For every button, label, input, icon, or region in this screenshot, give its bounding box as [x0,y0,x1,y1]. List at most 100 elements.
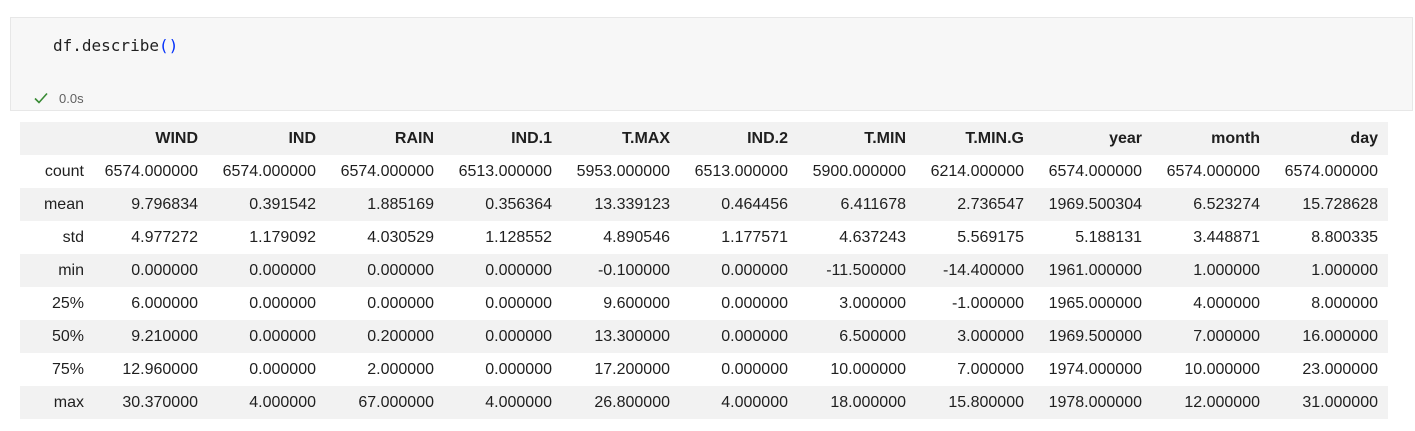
table-cell: 13.300000 [594,327,670,345]
table-cell: 0.000000 [485,261,552,279]
column-header: month [1211,129,1260,147]
column-header: RAIN [394,129,434,147]
code-cell[interactable]: df.describe() 0.0s [10,17,1413,111]
table-cell: 10.000000 [1184,360,1260,378]
table-row: 75% 12.960000 0.000000 2.000000 0.000000 17.2… [20,353,1388,386]
column-header: IND.2 [747,129,788,147]
table-cell: 4.030529 [367,228,434,246]
table-cell: 0.391542 [249,195,316,213]
table-cell: 7.000000 [1193,327,1260,345]
table-cell: 0.000000 [721,360,788,378]
table-cell: 6.523274 [1193,195,1260,213]
table-row: mean 9.796834 0.391542 1.885169 0.356364 13.3… [20,188,1388,221]
code-paren: () [158,36,179,55]
table-cell: 0.000000 [485,294,552,312]
column-header: day [1350,129,1378,147]
check-icon [34,92,48,104]
table-cell: -1.000000 [951,294,1024,312]
table-cell: 1.885169 [367,195,434,213]
header-index-corner [20,122,90,155]
table-cell: 2.736547 [957,195,1024,213]
table-cell: 1.000000 [1311,261,1378,279]
table-cell: 13.339123 [594,195,670,213]
column-header: IND.1 [511,129,552,147]
table-cell: 17.200000 [594,360,670,378]
table-cell: 3.000000 [839,294,906,312]
table-cell: 6513.000000 [694,162,788,180]
table-row: max 30.370000 4.000000 67.000000 4.000000 26.… [20,386,1388,419]
table-cell: 0.000000 [367,294,434,312]
table-cell: 16.000000 [1302,327,1378,345]
table-row: min 0.000000 0.000000 0.000000 0.000000 -0.10… [20,254,1388,287]
table-cell: -14.400000 [943,261,1024,279]
table-row: 25% 6.000000 0.000000 0.000000 0.000000 9.600… [20,287,1388,320]
table-cell: 5.188131 [1075,228,1142,246]
code-text: df.describe [53,36,159,55]
column-header: T.MAX [622,129,670,147]
table-cell: 1.128552 [485,228,552,246]
table-cell: 8.800335 [1311,228,1378,246]
row-index-label: 75% [51,360,84,378]
column-header: T.MIN [864,129,906,147]
table-cell: 0.356364 [485,195,552,213]
table-header: WIND IND RAIN IND.1 T.MAX IND.2 T.MIN T.MIN.G ye… [20,122,1388,155]
column-header: WIND [155,129,198,147]
table-cell: 5953.000000 [576,162,670,180]
row-index-label: max [53,393,84,411]
table-cell: 0.200000 [367,327,434,345]
column-header: year [1109,129,1142,147]
table-cell: 1965.000000 [1048,294,1142,312]
table-cell: 0.000000 [249,261,316,279]
table-cell: 0.000000 [249,327,316,345]
table-cell: 6574.000000 [222,162,316,180]
table-cell: 6574.000000 [1166,162,1260,180]
table-cell: -0.100000 [597,261,670,279]
table-cell: 6574.000000 [1284,162,1378,180]
table-cell: 1969.500304 [1048,195,1142,213]
code-editor[interactable]: df.describe() [53,36,178,55]
table-cell: 4.890546 [603,228,670,246]
column-header: IND [288,129,316,147]
table-row: std 4.977272 1.179092 4.030529 1.128552 4.890… [20,221,1388,254]
table-cell: 23.000000 [1302,360,1378,378]
table-cell: 67.000000 [358,393,434,411]
row-index-label: count [44,162,84,180]
table-cell: 3.000000 [957,327,1024,345]
table-cell: 26.800000 [594,393,670,411]
table-cell: 0.000000 [131,261,198,279]
table-cell: 6513.000000 [458,162,552,180]
table-cell: 10.000000 [830,360,906,378]
table-cell: 6.500000 [839,327,906,345]
table-cell: 31.000000 [1302,393,1378,411]
table-cell: 6214.000000 [930,162,1024,180]
table-cell: 1974.000000 [1048,360,1142,378]
table-cell: 6.000000 [131,294,198,312]
row-index-label: mean [43,195,84,213]
table-cell: 9.600000 [603,294,670,312]
row-index-label: 25% [51,294,84,312]
table-cell: 1978.000000 [1048,393,1142,411]
execution-time: 0.0s [59,90,84,106]
table-cell: 0.000000 [249,360,316,378]
table-cell: 1.179092 [249,228,316,246]
table-cell: 7.000000 [957,360,1024,378]
dataframe-output: WIND IND RAIN IND.1 T.MAX IND.2 T.MIN T.MIN.G ye… [20,122,1388,419]
table-row: 50% 9.210000 0.000000 0.200000 0.000000 13.30… [20,320,1388,353]
table-cell: 12.960000 [122,360,198,378]
table-cell: 5900.000000 [812,162,906,180]
table-row: count 6574.000000 6574.000000 6574.000000 65… [20,155,1388,188]
table-cell: 0.000000 [721,261,788,279]
table-cell: 0.000000 [721,327,788,345]
table-cell: 6.411678 [840,195,906,213]
table-cell: 30.370000 [122,393,198,411]
table-cell: 1969.500000 [1048,327,1142,345]
table-cell: 1.177571 [721,228,788,246]
table-cell: 4.000000 [249,393,316,411]
table-cell: 4.637243 [839,228,906,246]
table-cell: 0.000000 [249,294,316,312]
table-cell: 18.000000 [830,393,906,411]
table-cell: 6574.000000 [340,162,434,180]
execution-status: 0.0s [33,90,84,106]
table-cell: 15.728628 [1302,195,1378,213]
row-index-label: min [58,261,84,279]
